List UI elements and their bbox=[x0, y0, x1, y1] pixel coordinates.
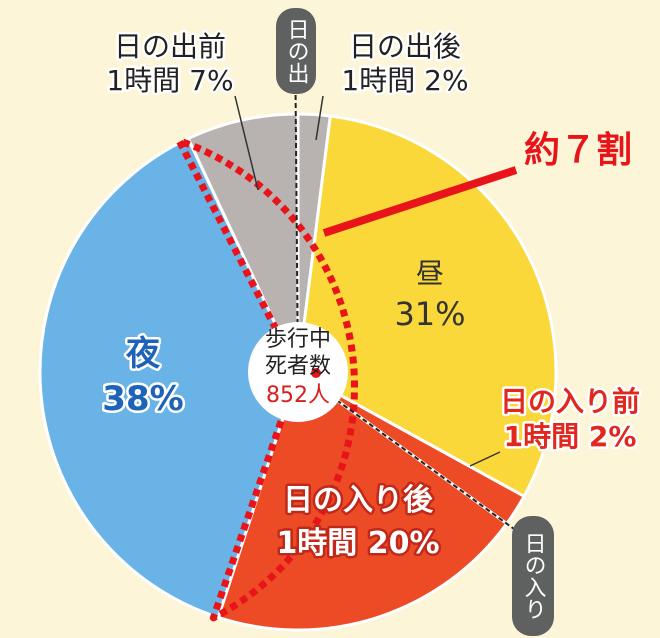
label-sunrise-after-line1: 日の出後 bbox=[349, 30, 461, 63]
annotation-pointer bbox=[322, 166, 518, 237]
annotation-seventy-percent: 約７割 bbox=[524, 130, 632, 171]
label-sunset-after-line1: 日の入り後 bbox=[283, 483, 434, 518]
center-label-line2: 死者数 bbox=[265, 354, 331, 379]
label-sunset-before-line1: 日の入り前 bbox=[500, 385, 640, 418]
leader-line bbox=[234, 95, 259, 191]
label-night-line1: 夜 bbox=[125, 334, 161, 374]
center-dot bbox=[311, 368, 321, 378]
seventy-percent-outline bbox=[175, 137, 358, 622]
chart-overlay bbox=[175, 81, 534, 622]
pie-slice bbox=[296, 114, 558, 499]
pie-slice bbox=[38, 136, 300, 620]
label-sunrise-before-line1: 日の出前 bbox=[114, 30, 226, 63]
label-sunset-before-line2: 1時間 2% bbox=[504, 420, 637, 453]
label-day-line1: 昼 bbox=[416, 257, 444, 290]
sunrise-badge-text: 日の出 bbox=[284, 18, 309, 84]
label-sunset-after-line2: 1時間 20% bbox=[276, 526, 439, 561]
label-night-line2: 38% bbox=[102, 379, 183, 419]
leader-line bbox=[469, 451, 501, 467]
sunrise-badge bbox=[276, 8, 316, 94]
label-day-line2: 31% bbox=[394, 295, 465, 333]
center-circle bbox=[248, 322, 348, 422]
center-label-total: 852人 bbox=[266, 383, 330, 408]
label-sunrise-after-line2: 1時間 2% bbox=[341, 64, 468, 97]
pie-slice bbox=[216, 369, 509, 632]
leader-line bbox=[315, 95, 324, 141]
sunset-badge bbox=[512, 516, 554, 636]
sunset-badge-text: 日の入り bbox=[521, 532, 547, 620]
center-label-line1: 歩行中 bbox=[265, 327, 331, 352]
label-sunrise-before-line2: 1時間 7% bbox=[106, 64, 233, 97]
